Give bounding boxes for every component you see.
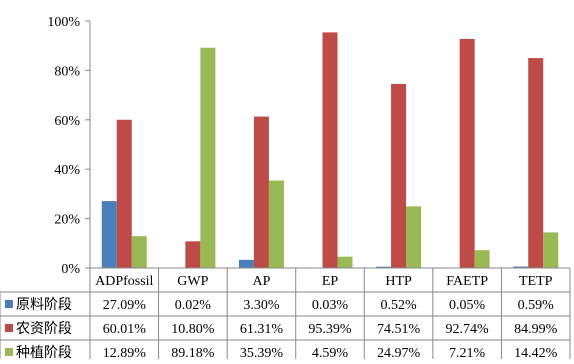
legend-label-3: 种植阶段 — [16, 345, 72, 359]
bar-3-adpfossil — [132, 236, 147, 268]
bar-2-adpfossil — [117, 120, 132, 268]
y-tick-label: 40% — [54, 163, 80, 178]
x-tick-label: TETP — [519, 274, 553, 289]
bar-3-tetp — [543, 232, 558, 268]
data-label: 0.05% — [449, 298, 486, 313]
data-label: 92.74% — [446, 322, 490, 337]
y-tick-label: 0% — [61, 262, 80, 277]
legend-label-1: 原料阶段 — [16, 297, 72, 313]
data-label: 89.18% — [171, 346, 215, 359]
bar-3-faetp — [475, 250, 490, 268]
x-tick-label: FAETP — [446, 274, 488, 289]
bar-2-ep — [323, 32, 338, 268]
x-tick-label: GWP — [177, 274, 208, 289]
data-label: 0.59% — [518, 298, 555, 313]
data-label: 4.59% — [312, 346, 349, 359]
x-tick-label: ADPfossil — [95, 274, 153, 289]
data-label: 35.39% — [240, 346, 284, 359]
data-label: 27.09% — [103, 298, 147, 313]
bar-2-tetp — [528, 58, 543, 268]
data-label: 0.52% — [380, 298, 417, 313]
data-label: 0.03% — [312, 298, 349, 313]
bar-2-gwp — [185, 241, 200, 268]
bar-1-adpfossil — [102, 201, 117, 268]
x-tick-label: AP — [252, 274, 270, 289]
data-label: 84.99% — [514, 322, 558, 337]
data-label: 14.42% — [514, 346, 558, 359]
bar-3-htp — [406, 206, 421, 268]
bar-2-faetp — [460, 39, 475, 268]
x-tick-label: HTP — [385, 274, 412, 289]
bar-2-htp — [391, 84, 406, 268]
y-tick-label: 60% — [54, 114, 80, 129]
data-label: 95.39% — [308, 322, 352, 337]
data-label: 7.21% — [449, 346, 486, 359]
bar-1-ap — [239, 260, 254, 268]
data-label: 74.51% — [377, 322, 421, 337]
legend-swatch-3 — [5, 348, 13, 356]
legend-swatch-1 — [5, 300, 13, 308]
y-tick-label: 20% — [54, 213, 80, 228]
x-tick-label: EP — [322, 274, 339, 289]
data-label: 3.30% — [243, 298, 280, 313]
data-label: 61.31% — [240, 322, 284, 337]
bar-3-gwp — [200, 48, 215, 268]
data-label: 60.01% — [103, 322, 147, 337]
data-label: 10.80% — [171, 322, 215, 337]
legend-label-2: 农资阶段 — [16, 321, 72, 337]
bar-3-ap — [269, 181, 284, 268]
data-label: 12.89% — [103, 346, 147, 359]
bar-2-ap — [254, 117, 269, 268]
bar-3-ep — [338, 257, 353, 268]
y-tick-label: 80% — [54, 64, 80, 79]
data-label: 24.97% — [377, 346, 421, 359]
data-label: 0.02% — [175, 298, 212, 313]
legend-swatch-2 — [5, 324, 13, 332]
y-tick-label: 100% — [47, 15, 80, 30]
